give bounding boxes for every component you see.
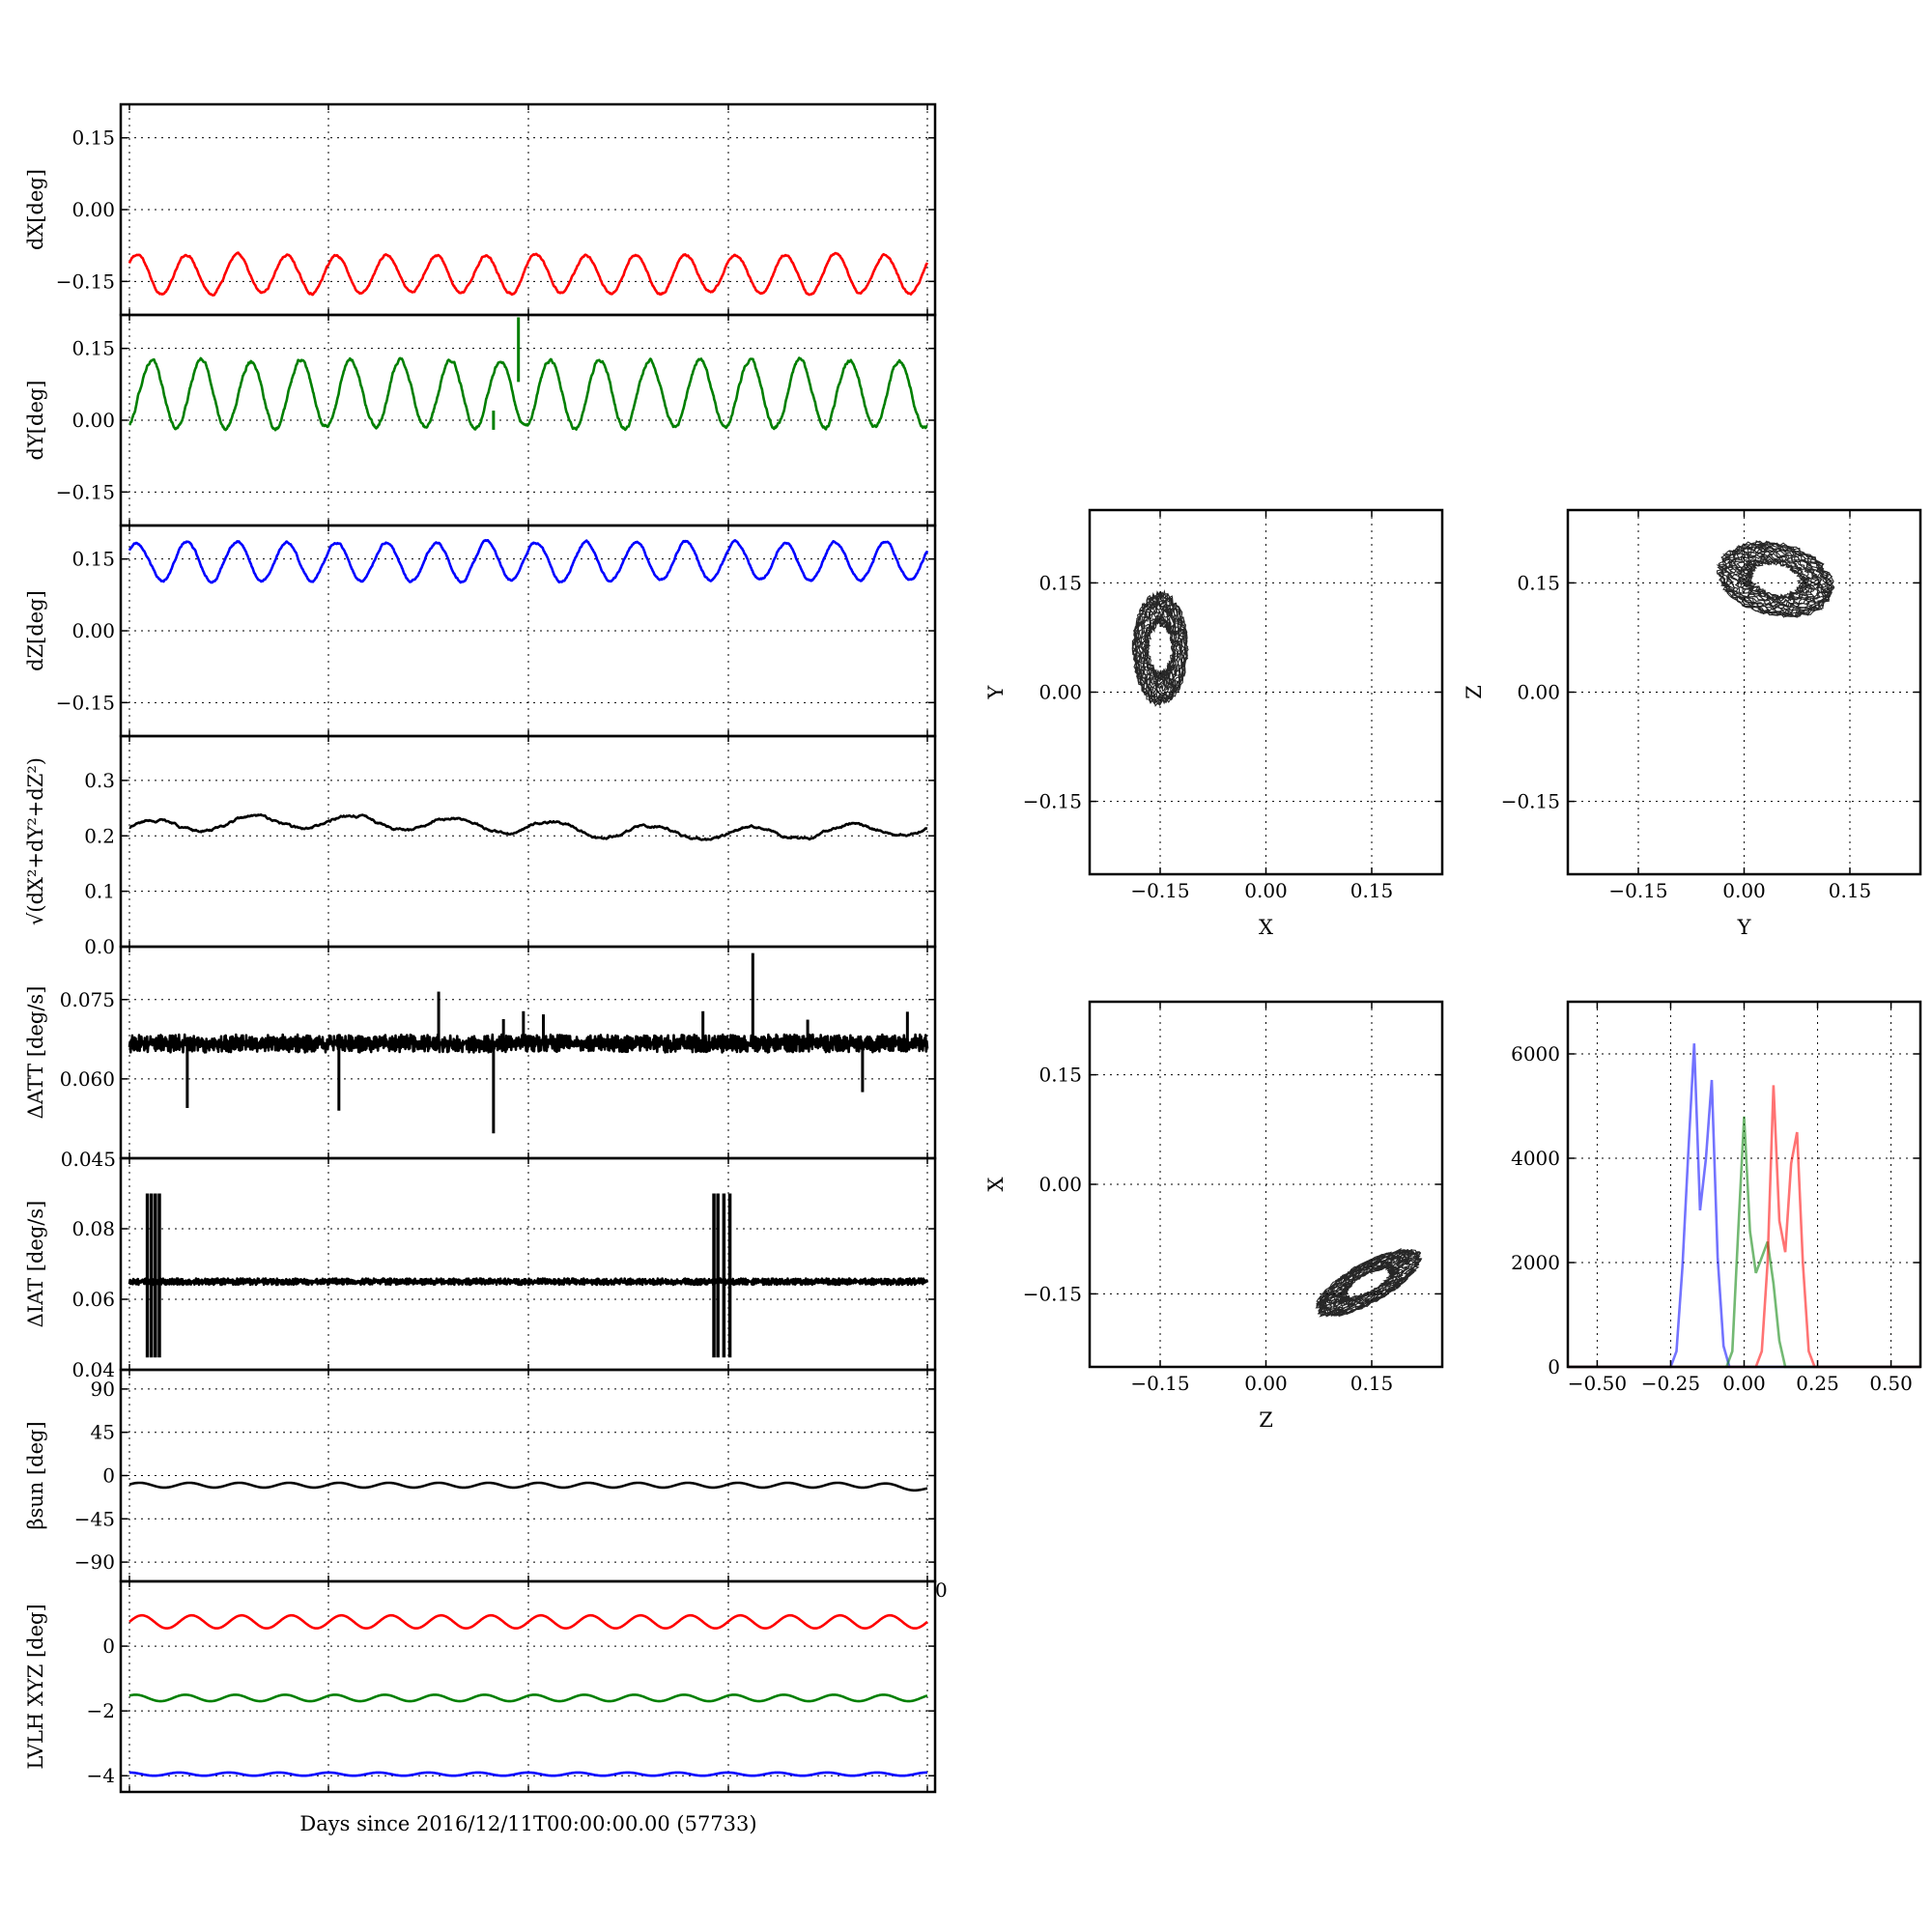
y-tick-label: 0.00 <box>71 409 115 432</box>
dIAT-panel-frame <box>119 1156 937 1372</box>
y-tick-label: 0 <box>102 1464 115 1488</box>
y-tick-label: 0.06 <box>71 1288 115 1311</box>
y-tick-label: −0.15 <box>56 270 115 293</box>
x-tick-label: 0.15 <box>1350 879 1394 902</box>
dATT-panel-frame <box>119 945 937 1160</box>
x-tick-label: −0.50 <box>1568 1372 1627 1395</box>
y-tick-label: 4000 <box>1511 1147 1560 1170</box>
text-layer: −0.150.000.15dX[deg]−0.150.000.15dY[deg]… <box>24 127 1913 1788</box>
y-tick-label: 0 <box>1548 1355 1560 1378</box>
y-tick-label: 0.0 <box>84 935 115 958</box>
y-axis-label: ΔIAT [deg/s] <box>24 1201 47 1328</box>
y-axis-label: βsun [deg] <box>24 1421 47 1529</box>
hist-series-2 <box>1568 1085 1920 1369</box>
x-tick-label: 0.00 <box>1244 1372 1288 1395</box>
y-axis-label: LVLH XYZ [deg] <box>24 1604 47 1769</box>
y-tick-label: −0.15 <box>56 691 115 714</box>
y-tick-label: 0.00 <box>71 198 115 221</box>
y-tick-label: 0.15 <box>71 127 115 150</box>
hist-series-1 <box>1568 1116 1920 1369</box>
y-tick-label: −0.15 <box>56 480 115 503</box>
y-tick-label: −0.15 <box>1501 790 1560 813</box>
frame-layer <box>119 102 1922 1794</box>
grid-layer <box>121 104 1920 1792</box>
dIAT-series-line <box>128 1277 929 1287</box>
x-tick-label: −0.15 <box>1608 879 1667 902</box>
y-tick-label: 0.075 <box>60 988 115 1011</box>
x-tick-label: 0.00 <box>1244 879 1288 902</box>
y-tick-label: 0.3 <box>84 769 115 792</box>
y-tick-label: 0.00 <box>1038 1173 1082 1196</box>
y-axis-label: dZ[deg] <box>24 590 47 671</box>
y-axis-label: Z <box>1463 685 1486 699</box>
x-tick-label: 0.00 <box>1722 879 1766 902</box>
x-tick-label: 0.15 <box>1829 879 1872 902</box>
lvlh-series-line <box>128 1613 928 1630</box>
y-tick-label: 90 <box>91 1378 115 1401</box>
y-tick-label: 0.1 <box>84 880 115 903</box>
y-tick-label: 6000 <box>1511 1042 1560 1065</box>
y-tick-label: 0.00 <box>71 619 115 642</box>
y-tick-label: 0.04 <box>71 1358 115 1381</box>
figure-xlabel: Days since 2016/12/11T00:00:00.00 (57733… <box>299 1812 756 1835</box>
stray-tick-label-lvlh: 0 <box>935 1578 948 1602</box>
y-axis-label: X <box>984 1177 1008 1191</box>
lvlh-series-line <box>128 1693 928 1703</box>
y-tick-label: 45 <box>91 1421 115 1444</box>
y-axis-label: ΔATT [deg/s] <box>24 986 47 1120</box>
y-tick-label: 0.00 <box>1038 681 1082 704</box>
yz-panel-frame <box>1566 508 1922 876</box>
y-axis-label: dY[deg] <box>24 380 47 460</box>
yz-scatter-trace <box>1716 540 1835 618</box>
y-tick-label: 0.15 <box>1517 571 1560 594</box>
dZ-series-line <box>128 538 929 584</box>
x-tick-label: 0.50 <box>1869 1372 1913 1395</box>
x-tick-label: −0.15 <box>1130 1372 1189 1395</box>
zx-scatter-trace <box>1315 1247 1423 1318</box>
y-axis-label: Y <box>984 684 1008 699</box>
lvlh-series-line <box>128 1771 928 1777</box>
hist-panel-frame <box>1566 1000 1922 1369</box>
xy-panel-frame <box>1088 508 1444 876</box>
data-layer <box>128 251 1920 1777</box>
stray-tick-label-dATT: 0.045 <box>61 1148 116 1171</box>
x-tick-label: 0.15 <box>1350 1372 1394 1395</box>
lvlh-panel-frame <box>119 1579 937 1794</box>
y-tick-label: 0.060 <box>60 1067 115 1091</box>
y-tick-label: 0.15 <box>71 337 115 360</box>
dY-series-line <box>128 356 928 432</box>
y-tick-label: 0.15 <box>1038 571 1082 594</box>
y-tick-label: 0.2 <box>84 824 115 847</box>
y-tick-label: 0.00 <box>1517 681 1560 704</box>
x-tick-label: 0.25 <box>1796 1372 1839 1395</box>
y-tick-label: 2000 <box>1511 1251 1560 1274</box>
y-tick-label: −2 <box>87 1699 115 1722</box>
y-axis-label: dX[deg] <box>24 169 47 250</box>
y-tick-label: −45 <box>74 1507 115 1530</box>
x-axis-label: Y <box>1737 916 1752 939</box>
y-tick-label: −4 <box>87 1764 115 1787</box>
x-tick-label: 0.00 <box>1722 1372 1766 1395</box>
x-axis-label: Z <box>1259 1408 1273 1432</box>
y-tick-label: −90 <box>74 1550 115 1574</box>
y-tick-label: 0 <box>102 1634 115 1658</box>
dATT-series-line <box>128 1033 929 1054</box>
y-tick-label: 0.15 <box>71 548 115 571</box>
xy-scatter-trace <box>1131 589 1189 707</box>
beta-series-line <box>128 1481 928 1492</box>
dR-panel-frame <box>119 734 937 949</box>
x-tick-label: −0.15 <box>1130 879 1189 902</box>
hist-series-0 <box>1568 1043 1920 1369</box>
y-tick-label: 0.15 <box>1038 1064 1082 1087</box>
y-tick-label: 0.08 <box>71 1217 115 1240</box>
x-tick-label: −0.25 <box>1641 1372 1700 1395</box>
y-axis-label: √(dX²+dY²+dZ²) <box>24 757 47 925</box>
x-axis-label: X <box>1259 916 1273 939</box>
y-tick-label: −0.15 <box>1023 790 1082 813</box>
dR-series-line <box>128 813 928 841</box>
zx-panel-frame <box>1088 1000 1444 1369</box>
dX-series-line <box>128 251 929 297</box>
y-tick-label: −0.15 <box>1023 1282 1082 1305</box>
